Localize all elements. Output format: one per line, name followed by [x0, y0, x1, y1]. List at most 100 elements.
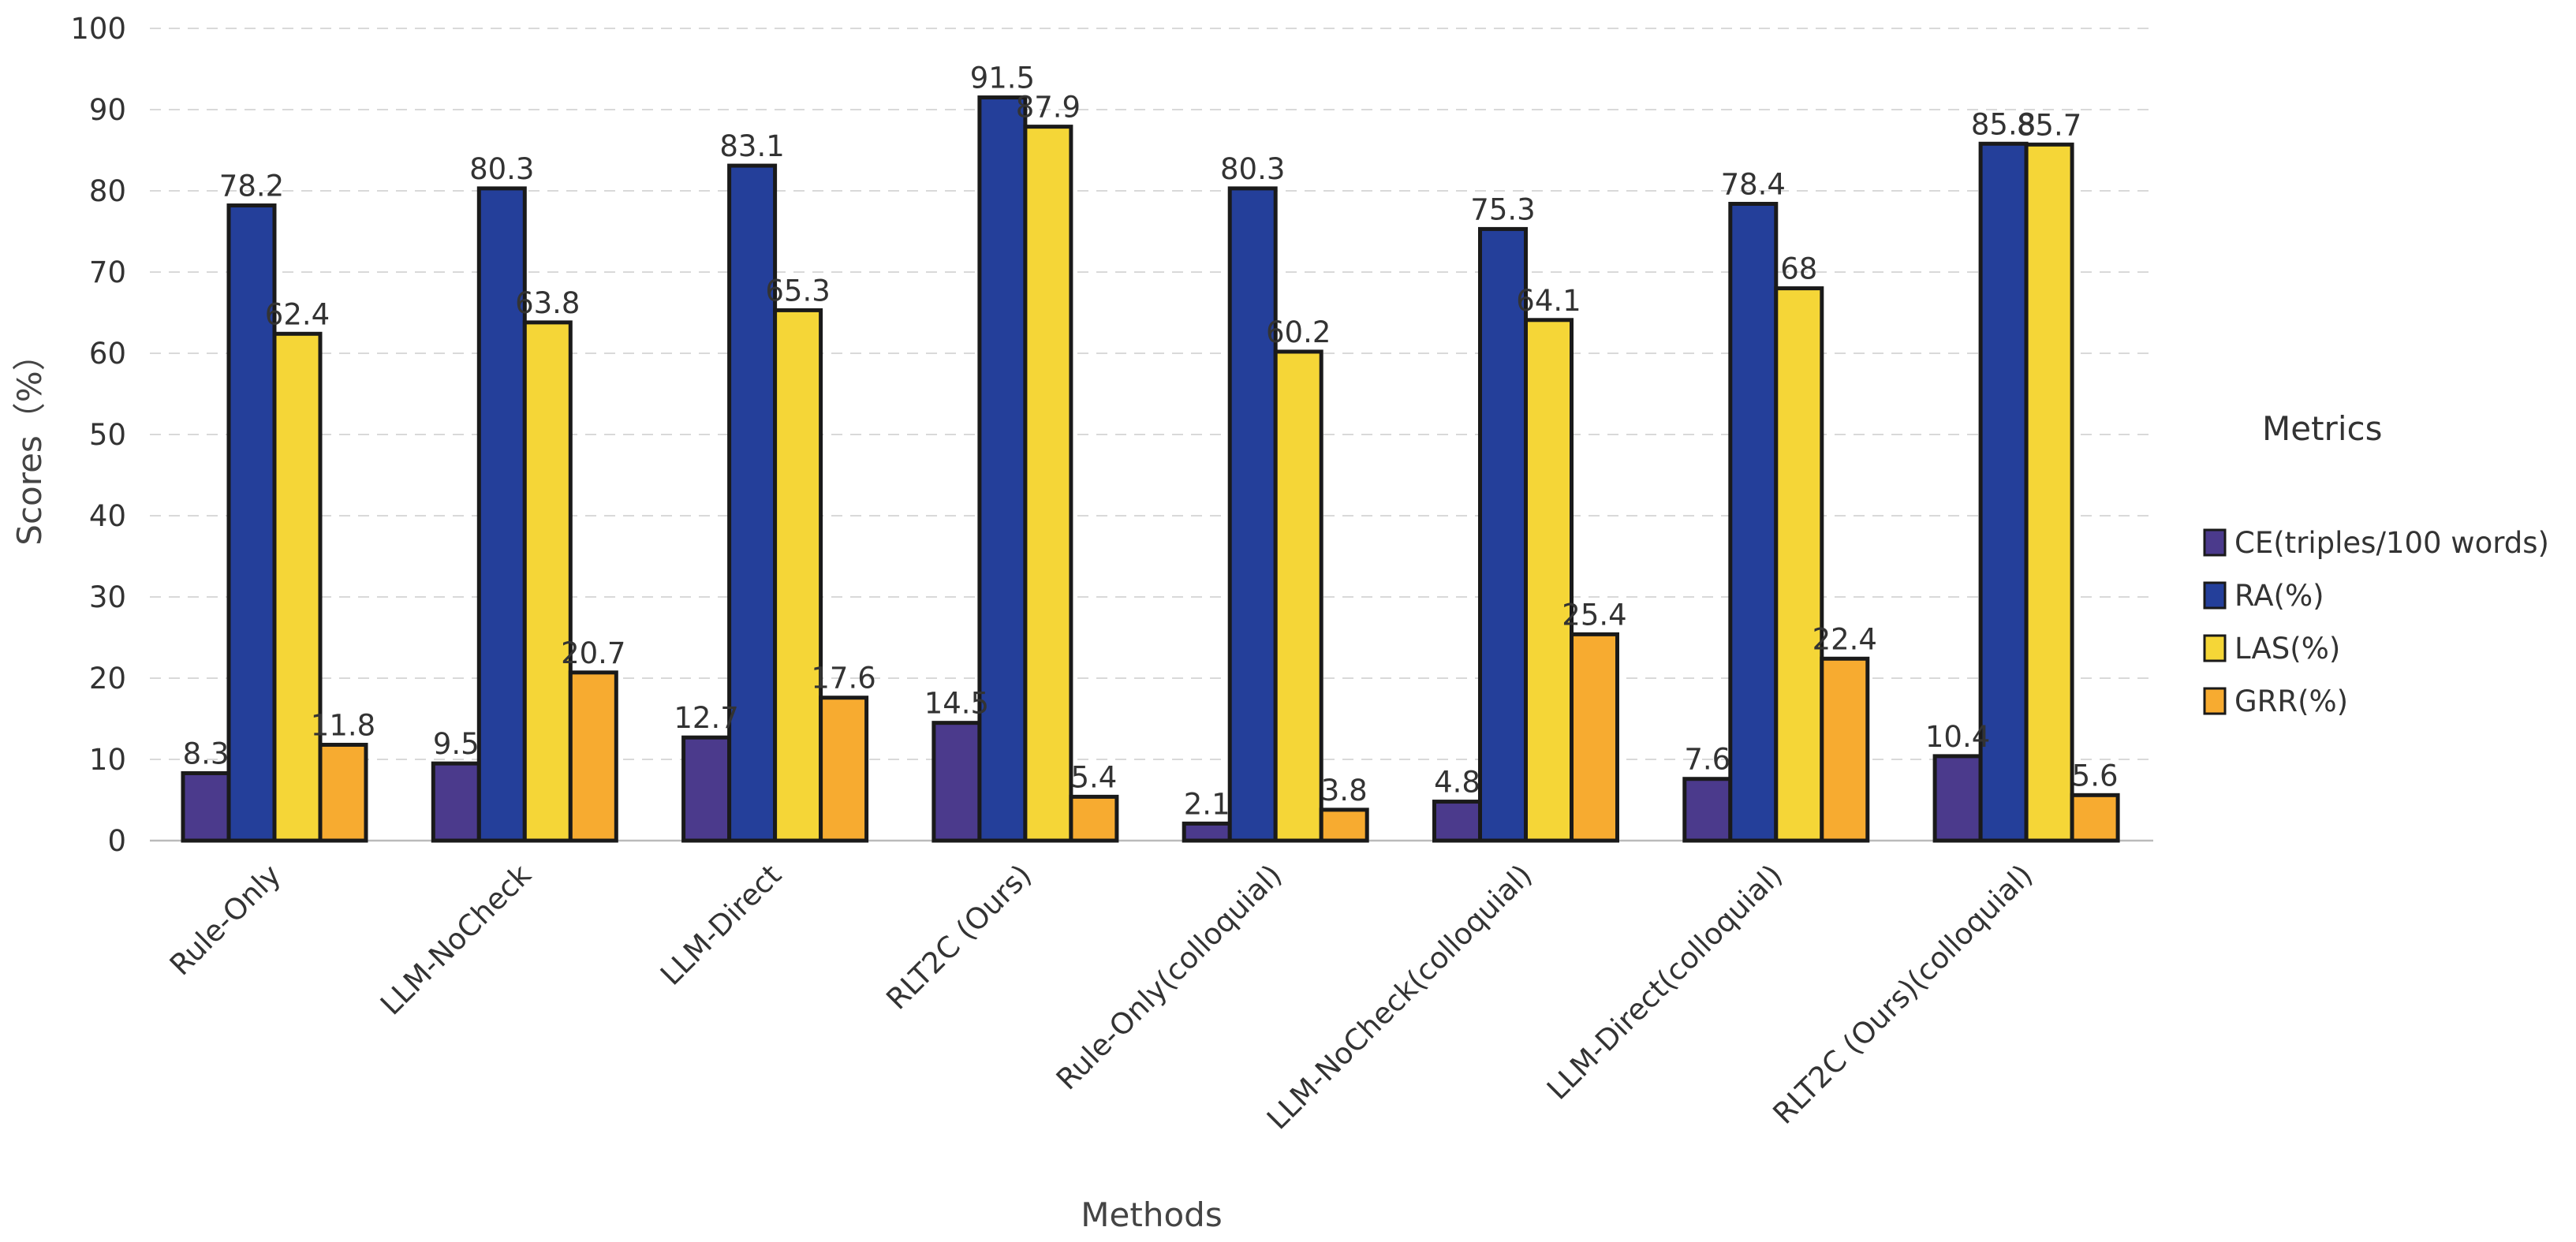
data-label: 65.3 [765, 274, 830, 308]
bar-4-5 [1319, 807, 1369, 843]
bar-3-1 [272, 331, 323, 843]
data-label: 68 [1780, 252, 1817, 286]
data-label: 85.7 [2017, 108, 2081, 142]
x-axis-title: Methods [1081, 1195, 1222, 1234]
data-label: 83.1 [719, 129, 784, 163]
data-label: 80.3 [469, 152, 534, 186]
data-label: 87.9 [1016, 91, 1081, 125]
data-label: 91.5 [970, 62, 1035, 95]
data-label: 7.6 [1684, 743, 1730, 777]
data-label: 20.7 [561, 636, 625, 670]
bar-2-5 [1227, 186, 1278, 843]
bar-1-2 [431, 761, 481, 843]
bar-3-3 [773, 308, 823, 843]
legend-swatch [2203, 687, 2227, 715]
legend-swatch [2203, 581, 2227, 610]
data-label: 78.4 [1721, 167, 1786, 201]
legend-label: LAS(%) [2234, 632, 2340, 666]
bar-2-1 [226, 203, 277, 843]
data-label: 9.5 [433, 727, 480, 761]
y-tick-label: 60 [89, 337, 126, 371]
bar-2-8 [1978, 141, 2029, 843]
y-tick-label: 0 [107, 824, 126, 858]
bar-1-3 [681, 735, 732, 843]
bar-1-6 [1432, 800, 1482, 843]
y-axis-ticks: 0 10 20 30 40 50 60 70 80 90 100 [70, 12, 126, 858]
legend-label: RA(%) [2234, 579, 2324, 613]
data-label: 78.2 [219, 170, 284, 203]
data-label: 60.2 [1266, 315, 1331, 349]
bar-3-2 [522, 320, 573, 843]
data-label: 62.4 [265, 297, 330, 331]
legend-swatch [2203, 634, 2227, 662]
bar-4-8 [2070, 793, 2120, 843]
bar-4-4 [1069, 794, 1119, 843]
y-tick-label: 20 [89, 662, 126, 696]
bar-4-2 [568, 670, 618, 843]
x-tick-label: LLM-Direct(colloquial) [1540, 858, 1789, 1106]
bar-2-4 [977, 95, 1028, 843]
legend-label: GRR(%) [2234, 684, 2348, 718]
y-tick-label: 30 [89, 580, 126, 614]
data-label: 8.3 [183, 737, 230, 771]
data-label: 11.8 [311, 708, 375, 742]
data-label: 17.6 [811, 662, 875, 696]
bar-4-1 [318, 742, 368, 843]
bar-3-4 [1023, 125, 1073, 843]
data-label: 10.4 [1925, 720, 1990, 754]
data-label: 85.8 [1971, 107, 2036, 141]
bar-1-8 [1932, 754, 1983, 843]
x-tick-label: Rule-Only [163, 858, 287, 982]
bar-3-5 [1273, 349, 1323, 843]
bar-4-6 [1570, 632, 1619, 843]
data-label: 80.3 [1220, 152, 1285, 186]
x-tick-label: LLM-NoCheck [374, 858, 538, 1022]
bars [181, 95, 2120, 843]
bar-1-5 [1182, 821, 1232, 843]
data-label: 5.6 [2072, 759, 2119, 793]
data-label: 5.4 [1070, 760, 1117, 794]
bar-1-1 [181, 771, 231, 843]
data-label: 22.4 [1813, 622, 1877, 656]
data-label: 12.7 [674, 701, 738, 735]
y-tick-label: 90 [89, 93, 126, 127]
bar-1-4 [931, 721, 982, 843]
x-tick-label: LLM-Direct [654, 858, 788, 992]
y-tick-label: 80 [89, 174, 126, 208]
x-tick-label: LLM-NoCheck(colloquial) [1260, 858, 1539, 1136]
x-tick-label: RLT2C (Ours)(colloquial) [1767, 858, 2040, 1131]
bar-1-7 [1682, 777, 1733, 843]
y-tick-label: 10 [89, 743, 126, 777]
data-label: 75.3 [1470, 192, 1535, 226]
bar-3-7 [1774, 286, 1824, 843]
legend-title: Metrics [2262, 409, 2382, 448]
legend-label: CE(triples/100 words) [2234, 526, 2549, 560]
data-label: 4.8 [1434, 766, 1480, 800]
bar-2-7 [1728, 201, 1779, 843]
bar-3-6 [1524, 318, 1574, 843]
y-tick-label: 70 [89, 255, 126, 289]
bar-2-2 [476, 186, 527, 843]
bar-4-3 [819, 696, 869, 843]
data-label: 14.5 [924, 687, 989, 721]
data-labels: 8.3 78.2 62.4 11.8 9.5 80.3 63.8 20.7 12.7 83.1 65… [183, 62, 2119, 822]
legend: Metrics CE(triples/100 words) RA(%) LAS(%)… [2203, 409, 2549, 718]
x-tick-label: RLT2C (Ours) [880, 858, 1039, 1016]
y-tick-label: 40 [89, 499, 126, 533]
y-axis-title: Scores（%） [10, 338, 49, 545]
bar-2-3 [727, 163, 778, 843]
data-label: 25.4 [1562, 598, 1626, 632]
y-tick-label: 100 [70, 12, 126, 46]
data-label: 3.8 [1321, 774, 1368, 807]
x-axis-ticks: Rule-Only LLM-NoCheck LLM-Direct RLT2C (Our… [163, 858, 2040, 1136]
legend-swatch [2203, 528, 2227, 557]
data-label: 2.1 [1184, 787, 1230, 821]
bar-4-7 [1820, 656, 1870, 843]
y-tick-label: 50 [89, 418, 126, 452]
bar-3-8 [2024, 142, 2074, 843]
bar-2-6 [1478, 226, 1528, 843]
data-label: 63.8 [515, 286, 580, 320]
x-tick-label: Rule-Only(colloquial) [1050, 858, 1289, 1097]
data-label: 64.1 [1516, 284, 1581, 318]
